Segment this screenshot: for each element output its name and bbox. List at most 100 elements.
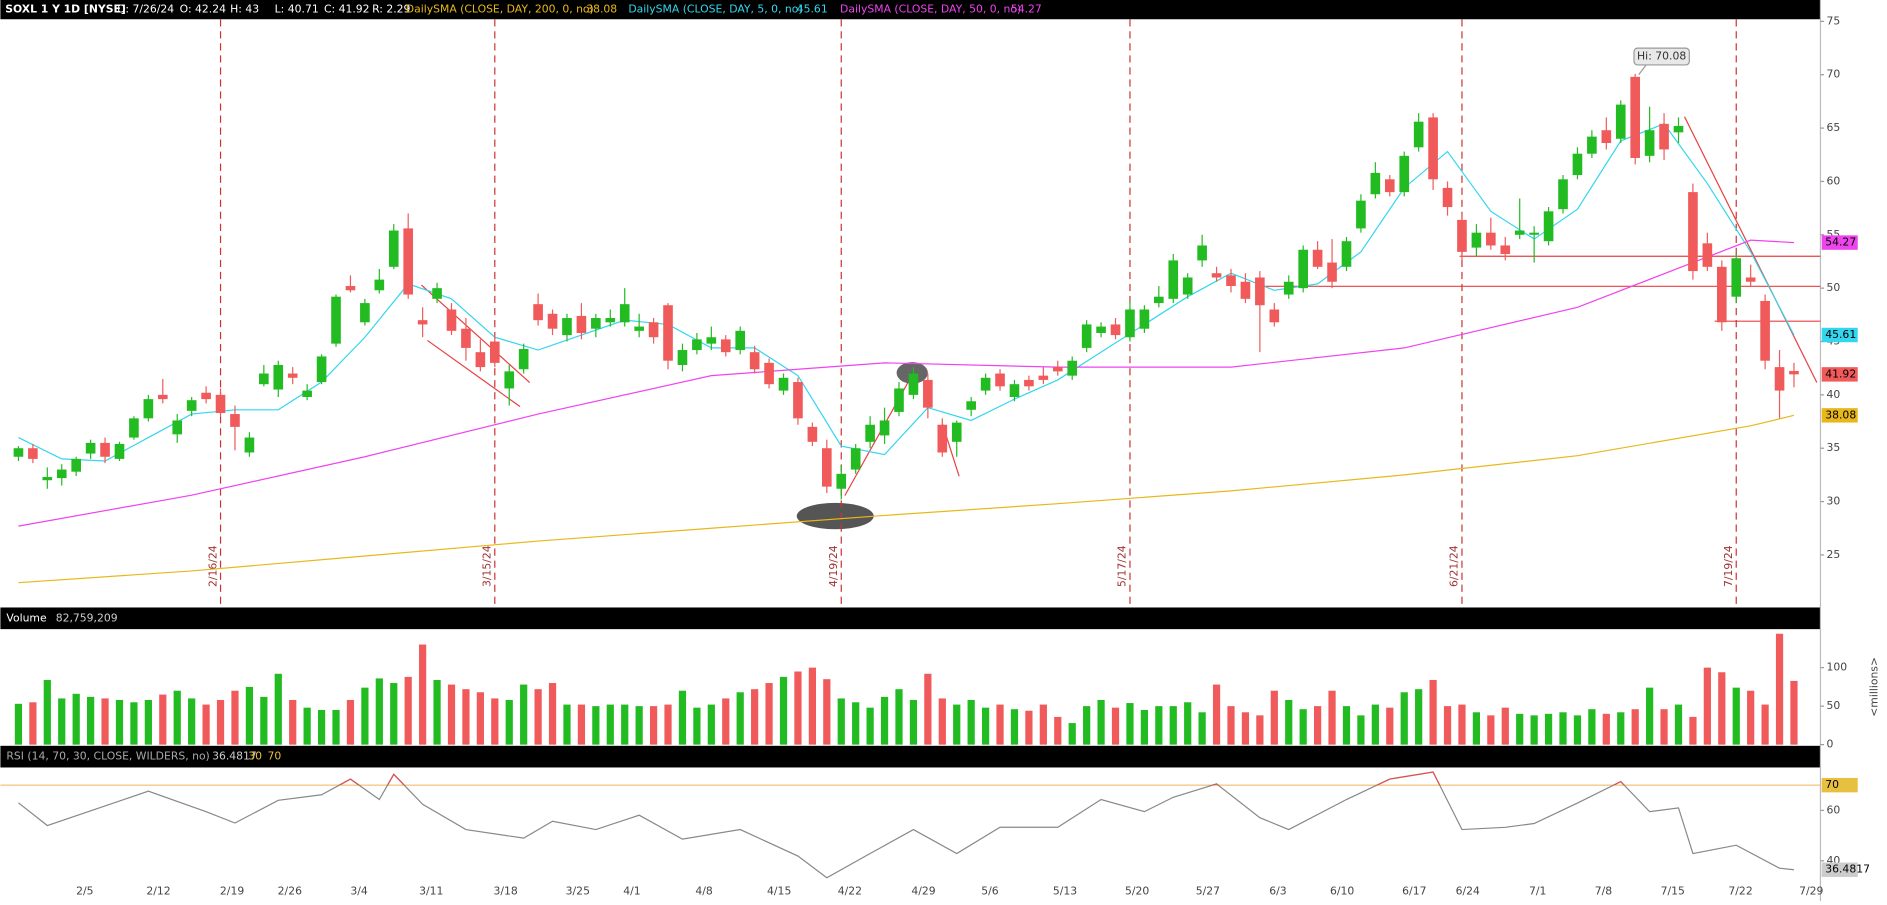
volume-bar [722,698,730,745]
volume-bar [274,673,282,745]
volume-bar [548,683,557,745]
candle-body [1197,245,1207,261]
candle-body [1659,123,1669,150]
y-tick-label: 30 [1826,495,1840,508]
volume-bar [1588,709,1596,745]
trend-line [427,339,521,408]
volume-bar [1083,706,1091,745]
candle-body [504,371,515,389]
x-tick-label: 7/22 [1728,884,1752,897]
volume-bar [43,679,51,745]
volume-bar [101,698,109,745]
volume-bar [1227,706,1235,745]
volume-bar [29,702,37,745]
volume-bar [1602,713,1610,745]
candle-body [1673,125,1684,133]
range: R: 2.29 [372,3,410,16]
volume-bar [115,699,124,745]
candle-body [923,379,933,408]
volume-bar [1342,706,1351,745]
volume-bar [794,671,802,745]
close-badge: 41.92 [1825,367,1856,380]
volume-bar [1472,712,1481,745]
volume-bar [1126,703,1134,745]
x-tick-label: 3/11 [419,884,443,897]
candle-body [129,418,139,438]
candle-body [937,424,948,453]
volume-bar [1314,706,1322,745]
candle-body [302,390,312,397]
x-tick-label: 7/29 [1799,884,1823,897]
highlight-ellipse [896,362,928,384]
volume-bar [1674,704,1683,745]
volume-bar [14,703,23,745]
volume-bar [621,704,629,745]
candle-body [1327,262,1337,282]
volume-bar [635,706,643,745]
volume-bar [1400,692,1408,745]
volume-bar [1299,709,1307,745]
candle-body [1067,360,1078,376]
volume-bar [1458,704,1466,745]
candle-body [1341,241,1352,267]
volume-bar [390,683,398,745]
close-badge-bg [1821,367,1858,382]
candle-body [793,382,803,419]
candle-body [822,448,832,487]
candle-body [374,279,385,291]
candle-body [807,426,818,442]
date: D: 7/26/24 [117,3,174,16]
sma5-name: DailySMA (CLOSE, DAY, 5, 0, no) [628,3,802,16]
rsi-line [18,771,1795,879]
volume-bar [967,699,975,745]
volume-bar [1443,706,1452,745]
volume-bar [433,679,441,745]
sma-badge: 54.27 [1825,236,1856,249]
volume-bar [1660,709,1668,745]
volume-bar [332,709,340,745]
candle-body [1125,309,1135,338]
candle-body [764,362,774,385]
candle-body [1096,326,1106,333]
volume-bar [1212,684,1221,745]
x-tick-label: 2/12 [146,884,170,897]
candle-body [749,352,760,370]
volume-last: 82,759,209 [56,611,118,624]
candle-body [894,388,904,412]
candle-body [1356,200,1366,229]
candle-body [244,437,255,453]
volume-bar [462,689,470,745]
volume-bar [1068,723,1076,745]
sma-badge-bg [1821,235,1858,250]
candle-body [1399,155,1410,193]
candle-body [908,373,919,395]
sma-badge: 38.08 [1825,408,1856,421]
y-tick-label: 0 [1826,738,1833,751]
volume-bar [1544,713,1553,745]
candle-body [331,296,341,344]
y-tick-label: 70 [1826,68,1840,81]
y-tick-label: 25 [1826,548,1840,561]
candle-body [1486,232,1496,246]
x-tick-label: 7/15 [1661,884,1685,897]
x-tick-label: 6/24 [1456,884,1480,897]
y-tick-label: 75 [1826,14,1840,27]
candle-body [1283,281,1294,295]
volume-bar [520,684,528,745]
high: H: 43 [230,3,259,16]
candle-body [316,356,327,383]
candle-body [1226,275,1236,287]
candle-body [1457,219,1467,252]
y-tick-label: 50 [1826,281,1840,294]
candle-body [1745,277,1756,282]
volume-bar [880,696,889,745]
candle-body [1601,130,1612,144]
volume-bar [1631,709,1639,745]
volume-bar [1270,690,1278,745]
candle-body [360,303,370,323]
candle-body [1269,309,1280,323]
sma-line [18,414,1795,584]
sma-line [18,123,1795,462]
